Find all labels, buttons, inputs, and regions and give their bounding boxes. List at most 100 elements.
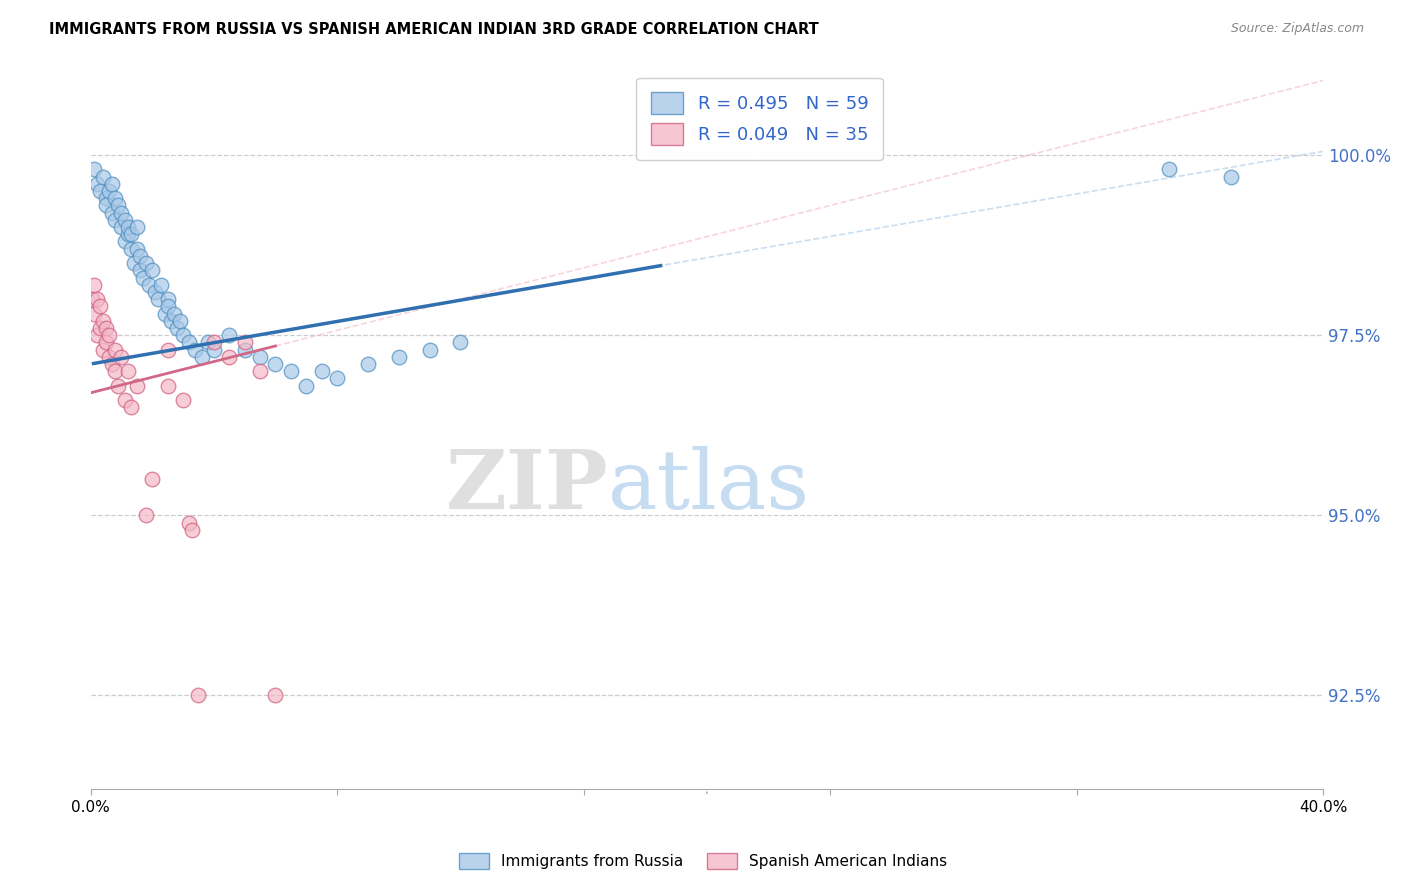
Point <box>357 357 380 371</box>
Point <box>1219 169 1241 184</box>
Point <box>156 378 179 392</box>
Point <box>280 364 302 378</box>
Point <box>125 220 148 235</box>
Point <box>125 378 148 392</box>
Point <box>264 357 287 371</box>
Point <box>218 350 240 364</box>
Point <box>110 220 132 235</box>
Point <box>135 508 157 523</box>
Point <box>150 277 173 292</box>
Point <box>91 343 114 357</box>
Point <box>197 335 219 350</box>
Point <box>141 472 163 486</box>
Point <box>190 350 212 364</box>
Point <box>120 242 142 256</box>
Point <box>94 191 117 205</box>
Point <box>107 378 129 392</box>
Point <box>94 335 117 350</box>
Point <box>388 350 411 364</box>
Point <box>117 364 139 378</box>
Point <box>156 292 179 306</box>
Point <box>156 343 179 357</box>
Point <box>129 249 152 263</box>
Point <box>233 335 256 350</box>
Legend: Immigrants from Russia, Spanish American Indians: Immigrants from Russia, Spanish American… <box>453 847 953 875</box>
Point <box>153 306 176 320</box>
Point <box>114 392 136 407</box>
Point <box>101 177 124 191</box>
Point <box>104 191 127 205</box>
Point <box>249 364 271 378</box>
Point <box>141 263 163 277</box>
Point <box>120 401 142 415</box>
Point <box>202 335 225 350</box>
Point <box>83 162 105 177</box>
Point <box>163 306 186 320</box>
Point <box>172 328 194 343</box>
Point <box>233 343 256 357</box>
Point <box>311 364 333 378</box>
Point <box>101 357 124 371</box>
Point <box>114 235 136 249</box>
Point <box>264 689 287 703</box>
Point <box>83 306 105 320</box>
Point <box>122 256 145 270</box>
Point <box>159 314 181 328</box>
Point <box>156 299 179 313</box>
Legend: R = 0.495   N = 59, R = 0.049   N = 35: R = 0.495 N = 59, R = 0.049 N = 35 <box>636 78 883 160</box>
Point <box>181 523 204 537</box>
Point <box>120 227 142 242</box>
Point <box>172 392 194 407</box>
Point <box>125 242 148 256</box>
Point <box>138 277 160 292</box>
Point <box>94 321 117 335</box>
Point <box>82 292 104 306</box>
Point <box>98 328 121 343</box>
Point <box>202 343 225 357</box>
Point <box>86 177 108 191</box>
Point <box>89 321 111 335</box>
Point <box>166 321 188 335</box>
Point <box>129 263 152 277</box>
Text: Source: ZipAtlas.com: Source: ZipAtlas.com <box>1230 22 1364 36</box>
Point <box>98 184 121 198</box>
Point <box>1157 162 1180 177</box>
Point <box>184 343 207 357</box>
Text: atlas: atlas <box>609 447 810 526</box>
Point <box>148 292 170 306</box>
Point <box>83 277 105 292</box>
Point <box>86 328 108 343</box>
Point <box>91 314 114 328</box>
Point <box>143 285 166 299</box>
Point <box>89 299 111 313</box>
Point <box>91 169 114 184</box>
Point <box>94 198 117 212</box>
Point <box>169 314 191 328</box>
Point <box>101 205 124 219</box>
Point <box>179 516 201 530</box>
Point <box>107 198 129 212</box>
Point <box>419 343 441 357</box>
Point <box>117 227 139 242</box>
Point <box>104 364 127 378</box>
Point <box>187 689 209 703</box>
Point <box>110 205 132 219</box>
Point <box>218 328 240 343</box>
Point <box>86 292 108 306</box>
Text: ZIP: ZIP <box>446 447 609 526</box>
Point <box>104 212 127 227</box>
Point <box>179 335 201 350</box>
Point <box>110 350 132 364</box>
Point <box>449 335 471 350</box>
Point <box>295 378 318 392</box>
Point <box>98 350 121 364</box>
Point <box>114 212 136 227</box>
Point <box>132 270 155 285</box>
Point <box>249 350 271 364</box>
Point <box>104 343 127 357</box>
Point <box>135 256 157 270</box>
Text: IMMIGRANTS FROM RUSSIA VS SPANISH AMERICAN INDIAN 3RD GRADE CORRELATION CHART: IMMIGRANTS FROM RUSSIA VS SPANISH AMERIC… <box>49 22 818 37</box>
Point <box>117 220 139 235</box>
Point <box>89 184 111 198</box>
Point <box>326 371 349 385</box>
